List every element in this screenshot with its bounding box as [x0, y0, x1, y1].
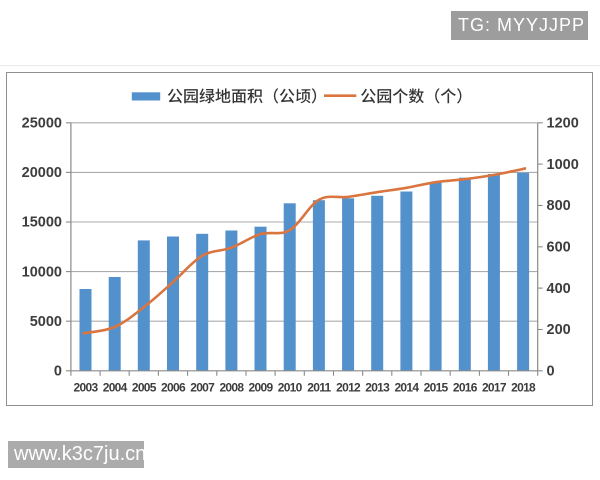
svg-text:2012: 2012 [336, 381, 361, 395]
svg-text:200: 200 [547, 322, 571, 338]
svg-text:20000: 20000 [22, 165, 62, 181]
svg-text:2014: 2014 [394, 381, 419, 395]
svg-text:2007: 2007 [190, 381, 215, 395]
svg-text:1000: 1000 [547, 157, 579, 173]
svg-text:600: 600 [547, 240, 571, 256]
svg-text:2011: 2011 [307, 381, 331, 395]
svg-text:400: 400 [547, 281, 571, 297]
svg-text:2003: 2003 [74, 381, 99, 395]
svg-text:2005: 2005 [132, 381, 157, 395]
svg-text:1200: 1200 [547, 116, 579, 132]
svg-text:2010: 2010 [278, 381, 303, 395]
svg-text:5000: 5000 [30, 314, 62, 330]
svg-text:10000: 10000 [22, 264, 62, 280]
svg-text:800: 800 [547, 198, 571, 214]
svg-text:2016: 2016 [453, 381, 478, 395]
svg-text:15000: 15000 [22, 215, 62, 231]
svg-text:2008: 2008 [219, 381, 244, 395]
svg-text:2018: 2018 [511, 381, 536, 395]
svg-text:2017: 2017 [482, 381, 507, 395]
svg-text:2015: 2015 [424, 381, 449, 395]
svg-text:0: 0 [54, 364, 62, 380]
svg-text:0: 0 [547, 364, 555, 380]
svg-text:2006: 2006 [161, 381, 186, 395]
svg-text:2004: 2004 [103, 381, 128, 395]
svg-text:2009: 2009 [249, 381, 274, 395]
svg-text:25000: 25000 [22, 116, 62, 132]
svg-text:2013: 2013 [365, 381, 390, 395]
